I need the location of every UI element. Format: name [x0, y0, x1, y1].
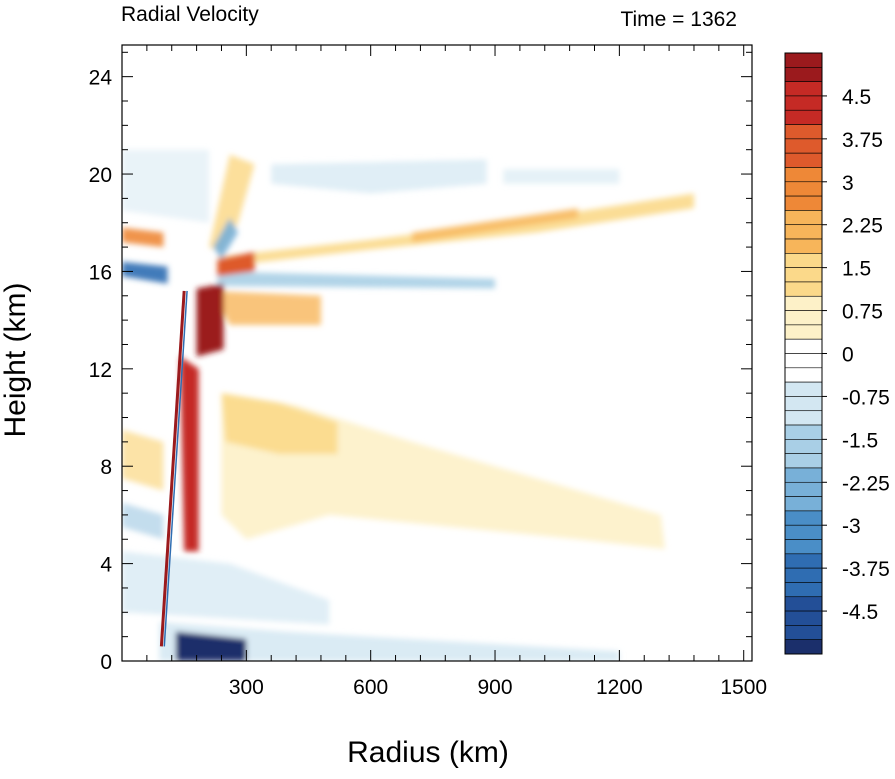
colorbar-cell	[784, 625, 823, 640]
colorbar-cell	[784, 95, 823, 111]
colorbar-cell	[784, 453, 823, 469]
x-axis-label: Radius (km)	[347, 736, 509, 769]
y-tick-label: 20	[89, 164, 112, 187]
plot-frame	[121, 44, 753, 662]
colorbar-cell	[784, 267, 823, 283]
colorbar-cell	[784, 396, 823, 412]
colorbar-tick-label: 2.25	[842, 215, 883, 238]
colorbar-tick-label: -3	[842, 515, 861, 538]
colorbar-cell	[784, 167, 823, 183]
y-tick-label: 24	[89, 67, 113, 90]
inner-band-2	[122, 502, 164, 540]
colorbar-cell	[784, 138, 823, 154]
inner-band-1	[122, 429, 164, 491]
colorbar-cell	[784, 510, 823, 526]
lowlevel-inflow	[122, 551, 330, 625]
colorbar-tick-label: 1.5	[842, 258, 871, 281]
colorbar-cell	[784, 467, 823, 483]
colorbar-cell	[784, 496, 823, 512]
eyewall-inflow-line	[163, 290, 188, 647]
y-tick-label: 0	[100, 651, 112, 674]
inner-band-5	[122, 149, 210, 223]
colorbar-cell	[784, 582, 823, 598]
colorbar-cell	[784, 367, 823, 383]
colorbar-tick-label: 4.5	[842, 86, 871, 109]
velocity-field	[122, 149, 694, 661]
upper-outflow-plume	[213, 290, 321, 325]
eyewall-outflow-core	[196, 283, 224, 357]
eyewall-line	[159, 290, 186, 647]
colorbar-cell	[784, 224, 823, 240]
colorbar-cell	[784, 310, 823, 326]
x-tick-label: 300	[229, 676, 264, 699]
midlevel-outflow-core	[221, 393, 338, 455]
colorbar-cell	[784, 353, 823, 369]
colorbar-cell	[784, 553, 823, 569]
colorbar-cell	[784, 639, 823, 655]
colorbar-tick-label: 0.75	[842, 301, 883, 324]
colorbar-cell	[784, 210, 823, 226]
x-tick-label: 1200	[596, 676, 643, 699]
y-tick-label: 8	[100, 456, 112, 479]
colorbar-cell	[784, 610, 823, 626]
colorbar-cell	[784, 539, 823, 555]
axes: 300 600 900 1200 1500 0 4 8 12 16 20 24	[89, 45, 767, 699]
upper-inflow-band	[217, 271, 496, 289]
colorbar-cell	[784, 410, 823, 426]
y-axis-label: Height (km)	[0, 282, 32, 437]
outflow-jet-core	[412, 208, 578, 243]
x-tick-label: 600	[353, 676, 388, 699]
y-tick-label: 16	[89, 261, 112, 284]
y-tick-label: 12	[89, 359, 112, 382]
colorbar-tick-label: -1.5	[842, 429, 878, 452]
colorbar-tick-label: 3.75	[842, 129, 883, 152]
y-tick-label: 4	[100, 554, 112, 577]
colorbar-cell	[784, 81, 823, 97]
colorbar-cell	[784, 109, 823, 125]
colorbar-tick-label: 0	[842, 344, 854, 367]
colorbar-cell	[784, 124, 823, 140]
colorbar-cell	[784, 481, 823, 497]
colorbar-cell	[784, 596, 823, 612]
upper-fan	[209, 154, 255, 252]
colorbar-cell	[784, 338, 823, 354]
boundary-layer-inflow-core	[175, 631, 247, 661]
eyewall-inflow-notch	[213, 217, 239, 260]
colorbar-tick-label: 3	[842, 172, 854, 195]
colorbar-cell	[784, 238, 823, 254]
colorbar-cell	[784, 567, 823, 583]
eyewall-jet-root	[217, 251, 255, 277]
colorbar-cell	[784, 439, 823, 454]
boundary-layer-inflow	[159, 622, 620, 661]
colorbar-cell	[784, 524, 823, 540]
colorbar-cell	[784, 381, 823, 397]
colorbar-tick-label: -4.5	[842, 601, 878, 624]
inner-band-3	[122, 227, 164, 248]
field-blobs	[122, 149, 694, 661]
colorbar-tick-label: -2.25	[842, 472, 890, 495]
colorbar-cell	[784, 295, 823, 311]
colorbar-cell	[784, 324, 823, 340]
colorbar-cell	[784, 424, 823, 440]
upper-inflow-patch	[271, 159, 487, 194]
chart-title: Radial Velocity	[121, 3, 259, 26]
colorbar-cell	[784, 281, 823, 297]
colorbar-cell	[784, 152, 823, 168]
x-tick-label: 900	[478, 676, 513, 699]
colorbar-cell	[784, 253, 823, 268]
colorbar-cell	[784, 67, 823, 82]
x-tick-label: 1500	[720, 676, 767, 699]
colorbar: 4.5 3.75 3 2.25 1.5 0.75 0 -0.75 -1.5 -2.25 -3 -3.7…	[784, 52, 890, 655]
inner-band-4	[122, 261, 168, 284]
colorbar-cell	[784, 181, 823, 197]
upper-inflow-patch-2	[503, 169, 620, 184]
colorbar-cell	[784, 195, 823, 211]
colorbar-tick-label: -0.75	[842, 386, 890, 409]
time-label: Time = 1362	[620, 8, 737, 31]
eyewall-column	[180, 356, 199, 552]
colorbar-tick-label: -3.75	[842, 558, 890, 581]
colorbar-cell	[784, 52, 823, 68]
